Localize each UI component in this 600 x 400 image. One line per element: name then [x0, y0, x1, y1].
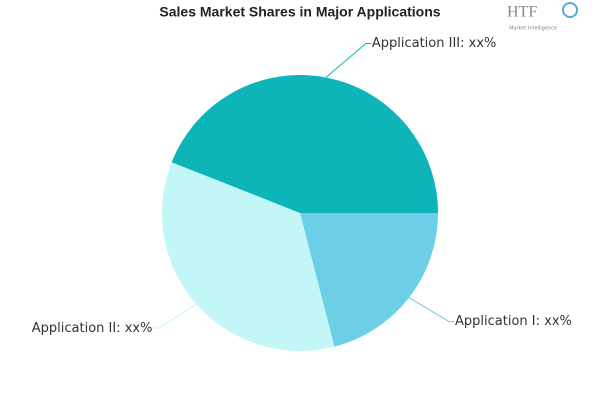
leader-line	[408, 297, 455, 323]
slice-label: Application III: xx%	[372, 36, 497, 51]
pie-slice	[171, 74, 438, 213]
slice-label: Application I: xx%	[455, 314, 572, 329]
chart-title: Sales Market Shares in Major Application…	[159, 4, 440, 20]
slice-label: Application II: xx%	[32, 321, 153, 336]
logo: HTF	[507, 4, 537, 21]
logo-icon	[562, 2, 578, 18]
leader-line	[153, 303, 197, 329]
pie-slice	[300, 213, 439, 347]
leader-line	[325, 42, 371, 78]
pie-slice	[161, 162, 335, 352]
logo-subtitle: Market Intelligence	[509, 26, 557, 32]
